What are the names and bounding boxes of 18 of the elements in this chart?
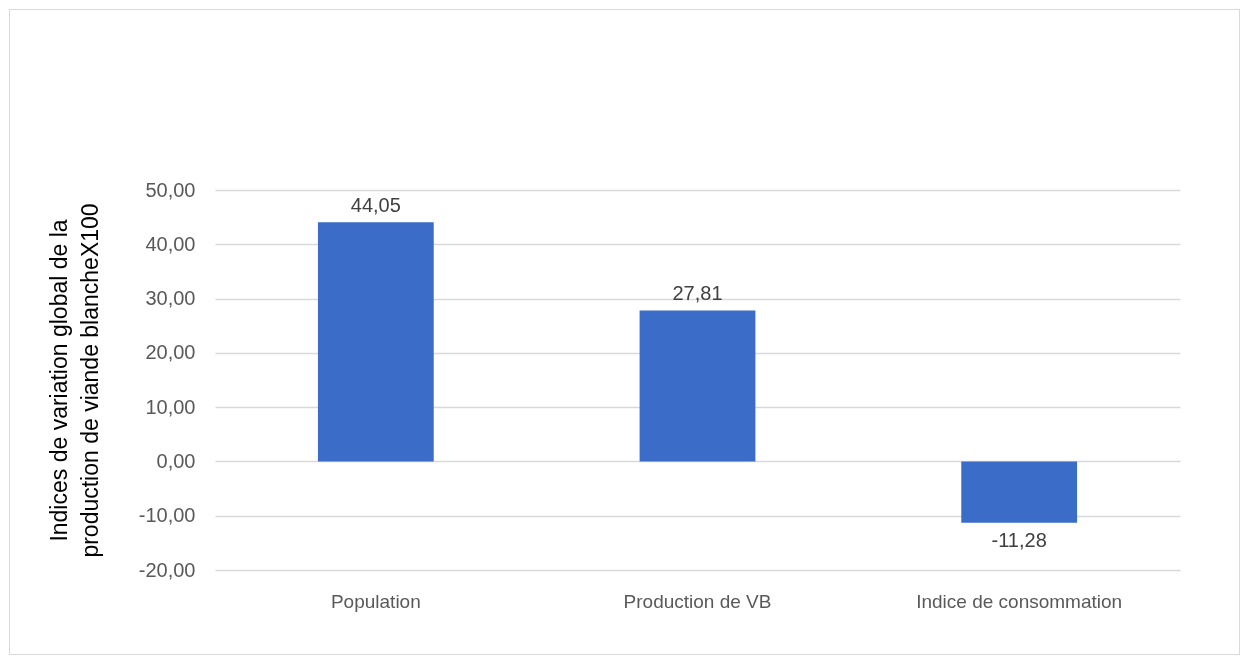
y-tick-label: 30,00: [145, 287, 196, 310]
y-tick-label: 20,00: [145, 341, 196, 364]
data-label: 27,81: [672, 282, 723, 305]
x-tick-label: Population: [330, 590, 421, 612]
y-tick-label: 0,00: [156, 449, 196, 472]
bar: [317, 222, 434, 462]
x-tick-label: Production de VB: [623, 590, 772, 612]
x-tick-label: Indice de consommation: [916, 590, 1123, 612]
y-tick-label: -20,00: [138, 558, 196, 581]
y-tick-label: 50,00: [145, 178, 196, 201]
data-label: -11,28: [991, 528, 1047, 551]
data-label: 44,05: [350, 194, 401, 217]
y-tick-label: 10,00: [145, 395, 196, 418]
y-tick-label: 40,00: [145, 232, 196, 255]
bar: [639, 310, 756, 462]
y-axis-title: Indices de variation global de la production de viande blancheX100: [45, 203, 103, 558]
y-tick-label: -10,00: [138, 504, 196, 527]
bar: [961, 461, 1078, 523]
